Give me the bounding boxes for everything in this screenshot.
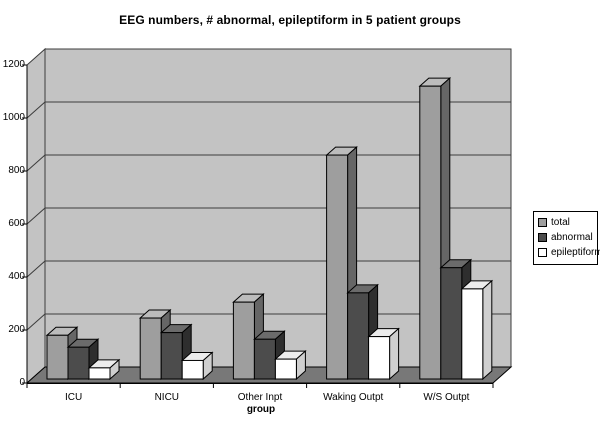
bar-front-face	[232, 301, 255, 380]
y-tick-label-0: 0	[19, 377, 25, 388]
y-tick-label-1000: 1000	[2, 112, 25, 123]
bar-front-face	[160, 332, 183, 380]
category-label-nicu: NICU	[154, 392, 180, 403]
bar-front-face	[253, 338, 276, 380]
bar-front-face	[440, 267, 463, 380]
category-label-other-inpt: Other Inpt	[237, 392, 283, 403]
y-tick-label-600: 600	[8, 218, 25, 229]
bar-epileptiform-other-inpt	[274, 350, 307, 381]
legend-label-total: total	[551, 217, 570, 228]
x-axis-title: group	[246, 404, 276, 415]
category-label-waking-outpt: Waking Outpt	[323, 392, 384, 403]
bar-front-face	[274, 358, 297, 380]
bar-front-face	[419, 85, 442, 380]
bar-front-face	[368, 336, 391, 380]
legend-swatch-epileptiform	[538, 248, 547, 257]
category-label-w-s-outpt: W/S Outpt	[423, 392, 470, 403]
legend-swatch-abnormal	[538, 233, 547, 242]
bar-front-face	[88, 367, 111, 380]
y-tick-label-400: 400	[8, 271, 25, 282]
bar-epileptiform-icu	[87, 358, 121, 381]
legend-item-epileptiform: epileptiform	[538, 245, 600, 260]
bar-front-face	[181, 359, 204, 380]
bar-front-face	[46, 334, 69, 380]
legend: total abnormal epileptiform	[533, 211, 600, 265]
gridline-1000	[26, 101, 511, 119]
category-label-icu: ICU	[64, 392, 83, 403]
bar-front-face	[461, 288, 484, 380]
bar-front-face	[67, 346, 90, 380]
bar-side-face	[389, 327, 400, 381]
bar-side-face	[482, 279, 493, 381]
chart-title: EEG numbers, # abnormal, epileptiform in…	[119, 13, 461, 27]
bar-front-face	[139, 317, 162, 380]
bar-front-face	[347, 292, 370, 380]
legend-label-abnormal: abnormal	[551, 232, 593, 243]
y-tick-label-200: 200	[8, 324, 25, 335]
legend-label-epileptiform: epileptiform	[551, 247, 600, 258]
legend-item-abnormal: abnormal	[538, 230, 593, 245]
legend-item-total: total	[538, 215, 593, 230]
category-axis	[26, 383, 494, 388]
bar-epileptiform-waking-outpt	[367, 327, 400, 381]
value-axis	[22, 64, 28, 384]
y-tick-label-800: 800	[8, 165, 25, 176]
bar-front-face	[326, 154, 349, 380]
legend-swatch-total	[538, 218, 547, 227]
bar-epileptiform-w-s-outpt	[460, 279, 494, 381]
bar-epileptiform-nicu	[180, 351, 214, 381]
y-tick-label-1200: 1200	[2, 59, 25, 70]
